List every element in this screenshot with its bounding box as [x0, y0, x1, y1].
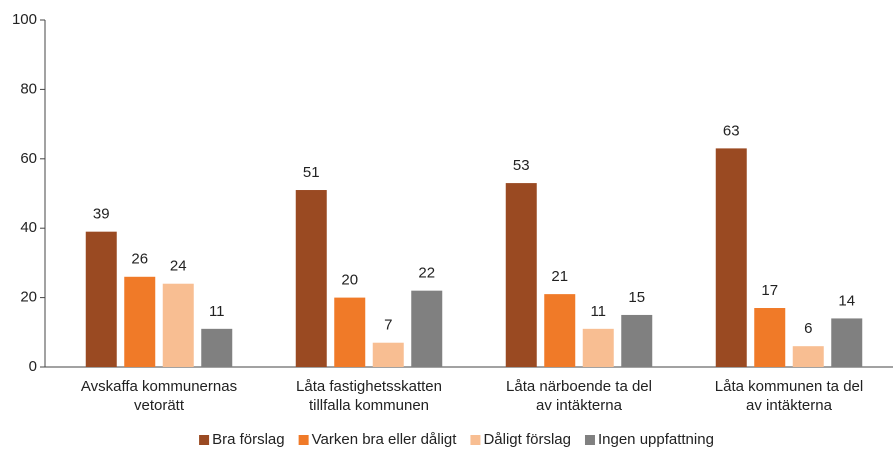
legend-swatch: [584, 435, 595, 445]
data-label: 22: [418, 265, 435, 282]
legend-label: Ingen uppfattning: [598, 431, 714, 448]
bar: [715, 148, 747, 367]
bar: [85, 231, 117, 367]
bar: [505, 183, 537, 367]
bar: [201, 328, 233, 367]
x-tick-label: Avskaffa kommunernas vetorätt: [81, 378, 237, 414]
bar: [411, 290, 443, 367]
data-label: 6: [804, 320, 812, 337]
y-tick-label: 60: [20, 150, 37, 167]
y-tick-label: 80: [20, 80, 37, 97]
bar: [754, 308, 786, 367]
data-label: 14: [838, 292, 855, 309]
data-label: 24: [170, 258, 187, 275]
bar: [621, 314, 653, 367]
data-label: 15: [628, 289, 645, 306]
legend-swatch: [199, 435, 210, 445]
data-label: 7: [384, 317, 392, 334]
bar: [162, 283, 194, 367]
x-tick-label: Låta fastighetsskatten tillfalla kommunen: [296, 378, 442, 414]
bar: [792, 346, 824, 367]
data-label: 26: [131, 251, 148, 268]
legend-swatch: [298, 435, 309, 445]
data-label: 11: [590, 303, 606, 320]
x-tick-label: Låta närboende ta del av intäkterna: [506, 378, 652, 414]
data-label: 17: [761, 282, 778, 299]
legend-swatch: [470, 435, 481, 445]
data-label: 63: [723, 122, 740, 139]
data-label: 53: [513, 157, 530, 174]
bar: [334, 297, 366, 367]
y-tick-label: 0: [29, 358, 37, 375]
bar: [544, 294, 576, 367]
bar: [831, 318, 863, 367]
bar: [124, 276, 156, 367]
bar: [295, 190, 327, 367]
x-tick-label: Låta kommunen ta del av intäkterna: [715, 378, 863, 414]
bar: [372, 342, 404, 367]
data-label: 39: [93, 206, 110, 223]
legend-label: Dåligt förslag: [483, 431, 571, 448]
legend-label: Varken bra eller dåligt: [312, 431, 458, 448]
bar: [582, 328, 614, 367]
data-label: 20: [341, 272, 358, 289]
data-label: 51: [303, 164, 320, 181]
y-tick-label: 40: [20, 219, 37, 236]
legend-label: Bra förslag: [212, 431, 285, 448]
y-tick-label: 20: [20, 289, 37, 306]
y-tick-label: 100: [12, 11, 37, 28]
data-label: 11: [209, 303, 225, 320]
data-label: 21: [551, 268, 568, 285]
